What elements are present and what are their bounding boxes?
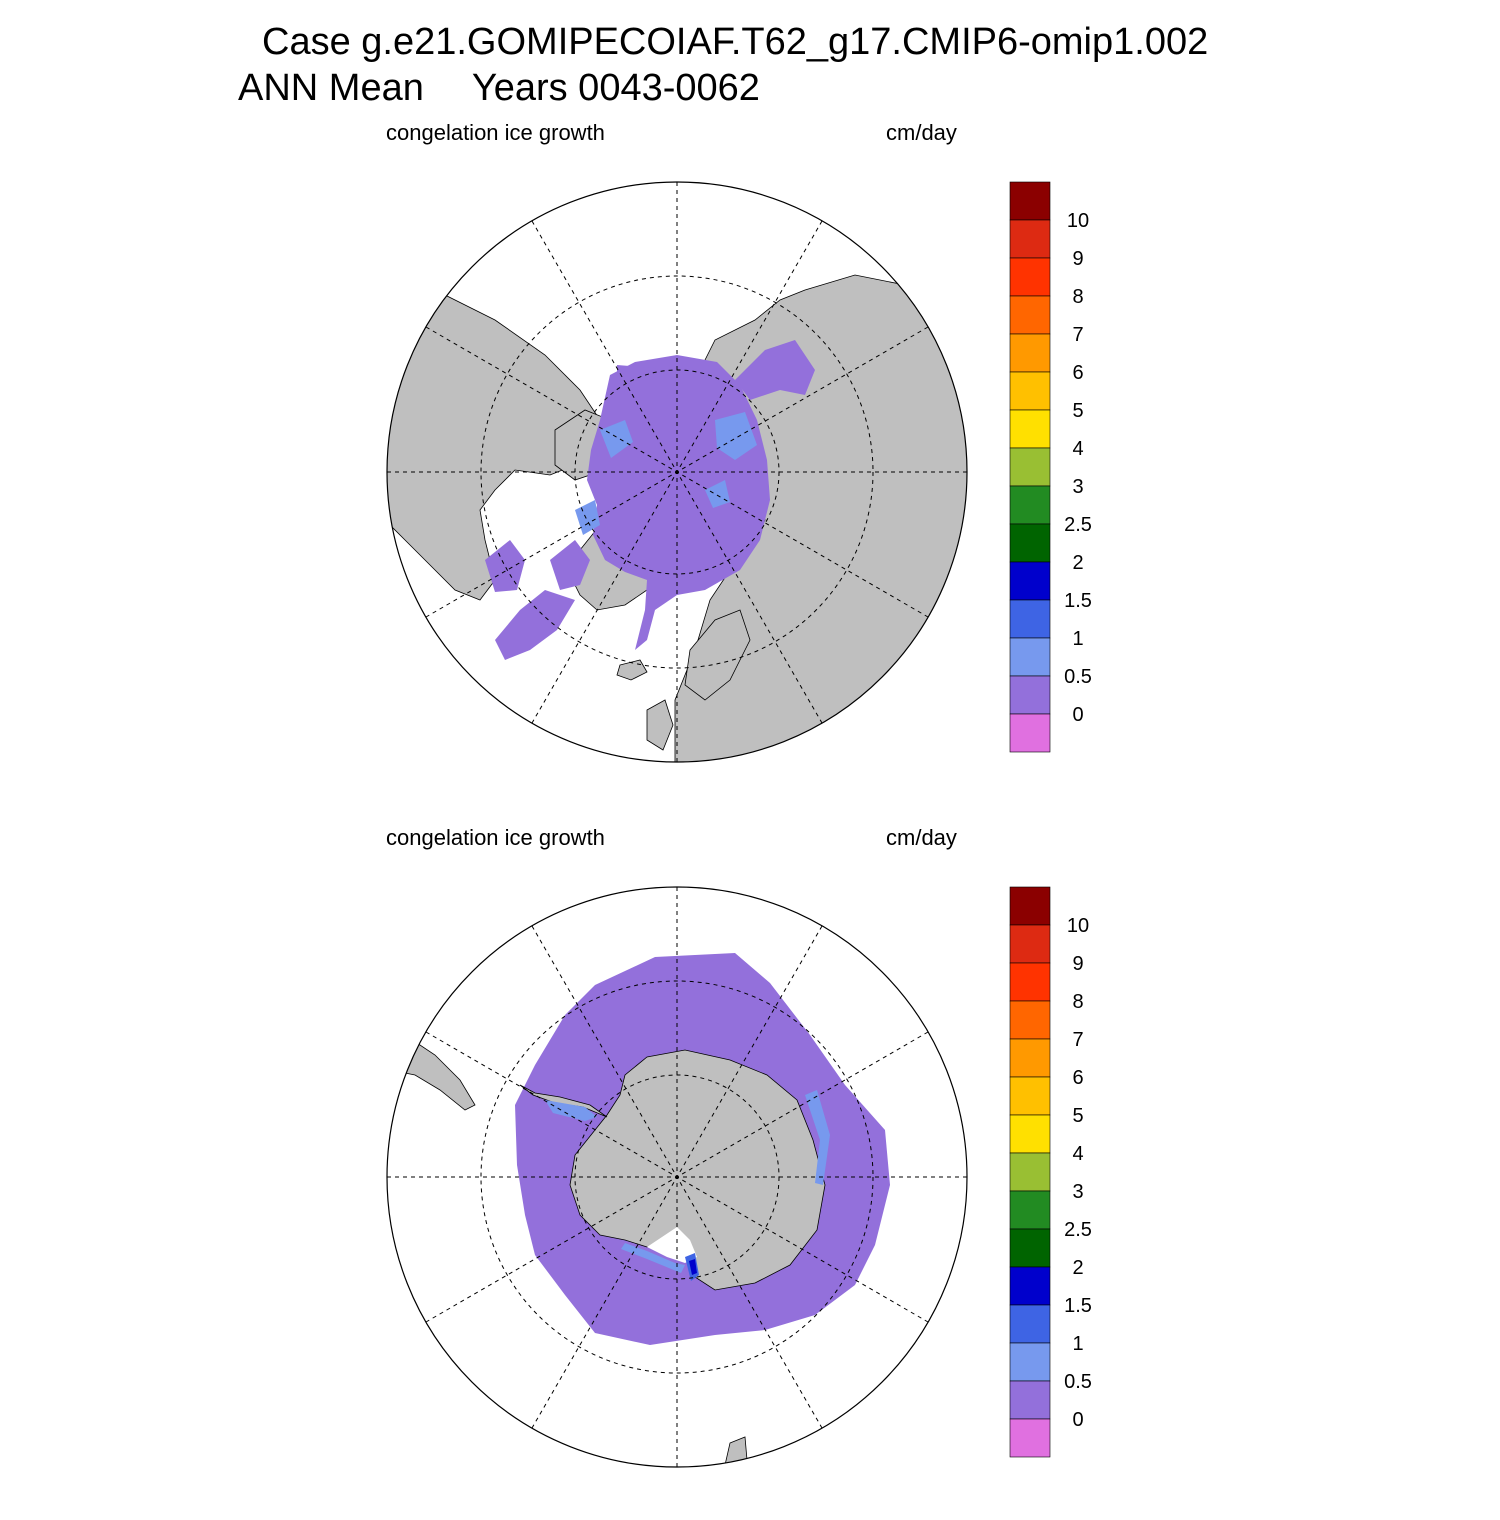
colorbar-swatch xyxy=(1009,1000,1051,1040)
colorbar-swatch xyxy=(1009,1266,1051,1306)
colorbar-tick-label: 5 xyxy=(1072,400,1083,422)
south-ice-mid-peninsula xyxy=(545,1100,597,1121)
colorbar-swatch xyxy=(1009,675,1051,715)
colorbar-swatch xyxy=(1009,219,1051,259)
colorbar-swatch xyxy=(1009,1342,1051,1382)
colorbar-tick-label: 5 xyxy=(1072,1105,1083,1127)
colorbar-tick-label: 8 xyxy=(1072,991,1083,1013)
colorbar-swatch xyxy=(1009,1076,1051,1116)
colorbar-swatch xyxy=(1009,409,1051,449)
colorbar-swatch xyxy=(1009,637,1051,677)
colorbar-tick-label: 0 xyxy=(1072,1409,1083,1431)
north-panel: congelation ice growth cm/day xyxy=(0,110,1500,815)
colorbar-tick-label: 9 xyxy=(1072,953,1083,975)
colorbar-swatch xyxy=(1009,962,1051,1002)
colorbar-swatch xyxy=(1009,447,1051,487)
colorbar-tick-label: 3 xyxy=(1072,476,1083,498)
years-label: Years 0043-0062 xyxy=(471,67,760,109)
map-boundary xyxy=(386,886,968,1468)
colorbar-tick-label: 6 xyxy=(1072,1067,1083,1089)
colorbar-tick-label: 2 xyxy=(1072,552,1083,574)
colorbar-tick-label: 1 xyxy=(1072,628,1083,650)
colorbar-swatch xyxy=(1009,1228,1051,1268)
colorbar-swatch xyxy=(1009,1418,1051,1458)
colorbar-tick-label: 3 xyxy=(1072,1181,1083,1203)
north-ice-baffin xyxy=(550,540,590,590)
colorbar-swatch xyxy=(1009,599,1051,639)
colorbar-tick-label: 7 xyxy=(1072,1029,1083,1051)
south-ice-mid-fringe-east xyxy=(805,1090,830,1185)
map-boundary xyxy=(386,181,968,763)
colorbar-tick-label: 2.5 xyxy=(1064,514,1092,536)
colorbar-tick-label: 8 xyxy=(1072,286,1083,308)
colorbar-tick-label: 1.5 xyxy=(1064,1295,1092,1317)
south-panel: congelation ice growth cm/day xyxy=(0,815,1500,1520)
colorbar-tick-label: 4 xyxy=(1072,438,1083,460)
plot-title-period: ANN Mean Years 0043-0062 xyxy=(238,68,760,108)
colorbar-tick-label: 0.5 xyxy=(1064,666,1092,688)
colorbar-tick-label: 0.5 xyxy=(1064,1371,1092,1393)
colorbar-tick-label: 2 xyxy=(1072,1257,1083,1279)
south-ice-shelf xyxy=(647,1227,697,1263)
colorbar-swatch xyxy=(1009,523,1051,563)
north-land-british-isles xyxy=(646,699,674,751)
colorbar-swatch xyxy=(1009,1380,1051,1420)
colorbar-swatch xyxy=(1009,924,1051,964)
south-colorbar: 10 9 8 7 6 5 4 3 2.5 2 1.5 1 0.5 0 xyxy=(1009,886,1092,1458)
north-colorbar: 10 9 8 7 6 5 4 3 2.5 2 1.5 1 0.5 0 xyxy=(1009,181,1092,753)
south-ice-top-patch xyxy=(689,1259,697,1275)
colorbar-swatch xyxy=(1009,713,1051,753)
colorbar-swatch xyxy=(1009,1114,1051,1154)
colorbar-tick-label: 7 xyxy=(1072,324,1083,346)
colorbar-swatch xyxy=(1009,485,1051,525)
south-polar-map xyxy=(386,886,968,1468)
south-variable-label: congelation ice growth xyxy=(386,825,605,850)
north-land-iceland xyxy=(616,659,648,681)
north-ice-bering xyxy=(617,365,677,400)
north-graticule xyxy=(387,182,967,762)
colorbar-swatch xyxy=(1009,257,1051,297)
colorbar-swatch xyxy=(1009,1152,1051,1192)
north-land-scandinavia xyxy=(684,609,751,701)
colorbar-tick-label: 1.5 xyxy=(1064,590,1092,612)
north-ice-mid-baffin xyxy=(575,500,600,535)
colorbar-tick-label: 10 xyxy=(1067,915,1089,937)
north-units-label: cm/day xyxy=(886,120,957,145)
colorbar-swatch xyxy=(1009,1190,1051,1230)
colorbar-tick-label: 0 xyxy=(1072,704,1083,726)
north-variable-label: congelation ice growth xyxy=(386,120,605,145)
south-graticule xyxy=(387,887,967,1467)
north-polar-map xyxy=(386,181,968,763)
colorbar-tick-label: 1 xyxy=(1072,1333,1083,1355)
colorbar-tick-label: 10 xyxy=(1067,210,1089,232)
north-ice-mid-siberian xyxy=(715,412,757,460)
colorbar-swatch xyxy=(1009,333,1051,373)
plot-title-case: Case g.e21.GOMIPECOIAF.T62_g17.CMIP6-omi… xyxy=(262,21,1209,63)
colorbar-tick-label: 4 xyxy=(1072,1143,1083,1165)
north-ice-mid-beaufort xyxy=(600,420,633,458)
north-land-north-america xyxy=(387,289,601,601)
north-ice-hudson-bay xyxy=(485,540,525,592)
colorbar-swatch xyxy=(1009,295,1051,335)
period-label: ANN Mean xyxy=(238,67,424,109)
colorbar-tick-label: 9 xyxy=(1072,248,1083,270)
colorbar-swatch xyxy=(1009,561,1051,601)
south-ice-mid-fringe-west xyxy=(621,1243,685,1273)
south-units-label: cm/day xyxy=(886,825,957,850)
colorbar-swatch xyxy=(1009,181,1051,221)
north-ice-mid-kara xyxy=(705,480,730,508)
colorbar-tick-label: 2.5 xyxy=(1064,1219,1092,1241)
colorbar-swatch xyxy=(1009,1304,1051,1344)
north-ice-labrador xyxy=(495,590,575,660)
colorbar-swatch xyxy=(1009,371,1051,411)
colorbar-swatch xyxy=(1009,886,1051,926)
colorbar-tick-label: 6 xyxy=(1072,362,1083,384)
north-ice-okhotsk xyxy=(735,340,815,400)
colorbar-swatch xyxy=(1009,1038,1051,1078)
